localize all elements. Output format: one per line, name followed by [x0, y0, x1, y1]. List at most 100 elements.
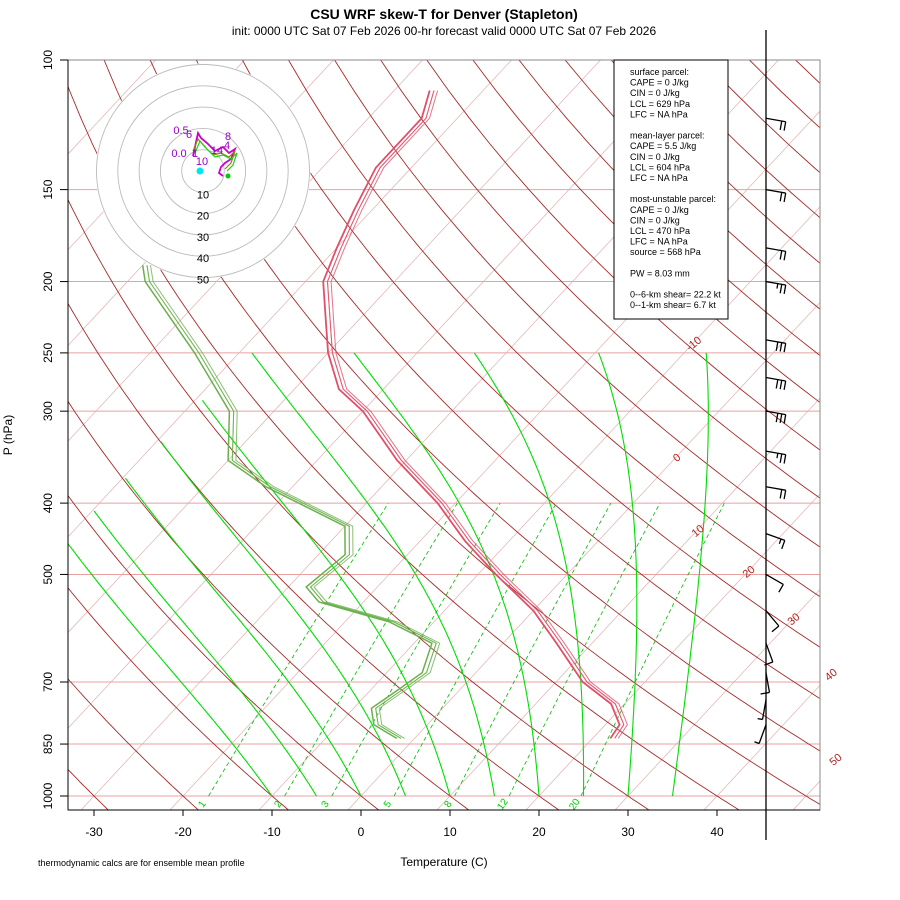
- x-tick-label: -30: [85, 825, 103, 839]
- hodograph-ring: [181, 149, 225, 193]
- moist-adiabat-line: [201, 399, 451, 797]
- moist-adiabat-line: [251, 352, 496, 797]
- dry-adiabat-line: [68, 85, 740, 810]
- hodograph-trace: [194, 139, 238, 172]
- profile-layer: [141, 90, 628, 740]
- dry-adiabat-line: [68, 400, 470, 810]
- y-tick-label: 250: [41, 343, 55, 363]
- stats-line: LCL = 629 hPa: [630, 99, 690, 109]
- wind-barb-flag: [779, 120, 783, 131]
- dry-adiabat-line: [68, 198, 650, 810]
- wind-barb-flag: [760, 691, 770, 695]
- hodograph-ring: [138, 106, 268, 236]
- stats-box-frame: [613, 59, 729, 320]
- stats-line: CAPE = 0 J/kg: [630, 78, 689, 88]
- hodograph-ring-label: 40: [197, 253, 209, 265]
- wind-barb-flag: [779, 453, 783, 463]
- wind-barb-flag: [783, 251, 787, 261]
- moist-adiabat-line: [160, 441, 407, 797]
- y-axis-label: P (hPa): [1, 415, 15, 455]
- isotherm-line: [68, 60, 601, 634]
- dry-adiabat-line: [795, 60, 820, 84]
- stats-line: LCL = 604 hPa: [630, 162, 690, 172]
- stats-line: mean-layer parcel:: [630, 131, 705, 141]
- dry-adiabat-line: [68, 678, 200, 810]
- y-tick-label: 300: [41, 401, 55, 421]
- temperature-line: [326, 90, 625, 739]
- wind-barb-flag: [764, 661, 774, 666]
- stats-line: PW = 8.03 mm: [630, 268, 690, 278]
- hodograph-height-label: 6: [186, 129, 192, 141]
- moist-adiabat-line: [93, 510, 317, 797]
- dry-adiabat-line: [426, 60, 820, 451]
- wind-barb: [765, 532, 786, 542]
- dry-adiabat-line: [195, 60, 820, 700]
- wind-barb-flag: [783, 192, 787, 203]
- dry-adiabat-line: [68, 768, 109, 810]
- x-tick-label: 40: [710, 825, 724, 839]
- isotherm-line: [703, 684, 820, 810]
- mixing-ratio-label: 2: [272, 799, 284, 810]
- wind-barb-flag: [754, 741, 760, 745]
- stats-line: LCL = 470 hPa: [630, 226, 690, 236]
- isotherm-label: 50: [828, 751, 845, 768]
- wind-barb-flag: [775, 379, 779, 389]
- wind-barb: [765, 410, 786, 416]
- wind-barb: [765, 247, 786, 252]
- wind-barb: [765, 117, 786, 123]
- stats-line: source = 568 hPa: [630, 247, 701, 257]
- wind-barb-flag: [779, 284, 783, 294]
- hodograph-height-label: 14: [211, 145, 223, 157]
- wind-barb-flag: [779, 380, 783, 390]
- mixing-ratio-label: 8: [442, 799, 454, 810]
- hodograph-ring: [117, 85, 289, 257]
- hodograph-height-label: 0.5: [173, 125, 188, 137]
- hodograph-height-label: 0.0: [171, 148, 186, 160]
- hodograph-height-label: 10: [196, 156, 208, 168]
- wind-barb-flag: [783, 121, 787, 131]
- hodograph-ring-label: 20: [197, 211, 209, 223]
- mixing-ratio-line: [393, 502, 557, 797]
- chart-subtitle: init: 0000 UTC Sat 07 Feb 2026 00-hr for…: [232, 24, 657, 38]
- x-tick-label: -20: [174, 825, 192, 839]
- isotherm-line: [258, 206, 820, 810]
- isotherm-line: [880, 44, 900, 812]
- wind-barb: [765, 188, 786, 194]
- wind-barb-flag: [783, 343, 787, 353]
- temperature-line: [322, 90, 621, 739]
- wind-barb-flag: [781, 540, 786, 550]
- stats-line: LFC = NA hPa: [630, 237, 688, 247]
- dry-adiabat-line: [334, 60, 820, 548]
- grid-layer: [68, 44, 900, 812]
- storm-motion-marker: [196, 167, 204, 175]
- y-tick-label: 850: [41, 734, 55, 754]
- y-tick-label: 150: [41, 179, 55, 199]
- mixing-ratio-label: 5: [382, 799, 394, 810]
- stats-line: most-unstable parcel:: [630, 194, 716, 204]
- dry-adiabat-line: [103, 60, 820, 805]
- wind-barb: [765, 376, 786, 382]
- stats-line: LFC = NA hPa: [630, 173, 688, 183]
- stats-line: CIN = 0 J/kg: [630, 152, 680, 162]
- isotherm-line: [68, 60, 423, 442]
- mixing-ratio-label: 3: [320, 799, 332, 810]
- isotherm-label: 20: [741, 564, 758, 581]
- dry-adiabat-line: [749, 60, 820, 129]
- wind-barb-flag: [783, 454, 787, 464]
- dewpoint-line: [141, 265, 433, 740]
- hodograph-ring: [96, 64, 310, 278]
- wind-barbs: [754, 30, 787, 840]
- hodograph-point: [225, 173, 231, 179]
- wind-barb-flag: [771, 625, 780, 633]
- wind-barb-flag: [778, 538, 782, 544]
- chart-title: CSU WRF skew-T for Denver (Stapleton): [310, 6, 578, 22]
- isotherm-line: [525, 493, 820, 810]
- x-tick-label: 10: [443, 825, 457, 839]
- stats-line: CIN = 0 J/kg: [630, 88, 680, 98]
- isotherm-label: -10: [684, 334, 704, 353]
- mixing-ratio-line: [284, 502, 458, 797]
- isotherm-line: [169, 110, 820, 810]
- dewpoint-line: [150, 265, 441, 739]
- hodograph-height-label: 1: [192, 148, 198, 160]
